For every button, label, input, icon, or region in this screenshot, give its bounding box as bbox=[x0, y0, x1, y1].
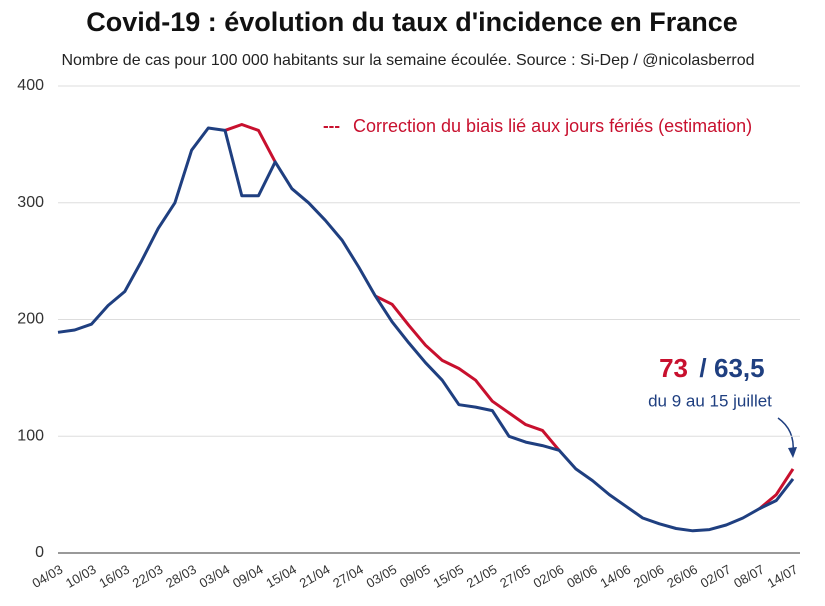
legend-dash: --- bbox=[323, 116, 340, 135]
chart-subtitle: Nombre de cas pour 100 000 habitants sur… bbox=[61, 52, 754, 69]
series-line bbox=[224, 123, 277, 163]
y-tick-label: 400 bbox=[17, 77, 44, 94]
y-tick-label: 100 bbox=[17, 427, 44, 444]
series-line bbox=[57, 126, 795, 533]
annotation-note: du 9 au 15 juillet bbox=[648, 391, 772, 410]
series-line bbox=[758, 468, 795, 510]
y-tick-label: 300 bbox=[17, 194, 44, 211]
arrow-head bbox=[788, 447, 797, 458]
annotation-sep: / bbox=[699, 353, 706, 383]
y-tick-label: 0 bbox=[35, 544, 44, 561]
annotation-red: 73 bbox=[659, 353, 688, 383]
y-tick-label: 200 bbox=[17, 311, 44, 328]
annotation-blue: 63,5 bbox=[714, 353, 765, 383]
chart-title: Covid-19 : évolution du taux d'incidence… bbox=[86, 7, 738, 37]
legend-label: Correction du biais lié aux jours fériés… bbox=[353, 116, 752, 136]
series-line bbox=[374, 294, 561, 452]
